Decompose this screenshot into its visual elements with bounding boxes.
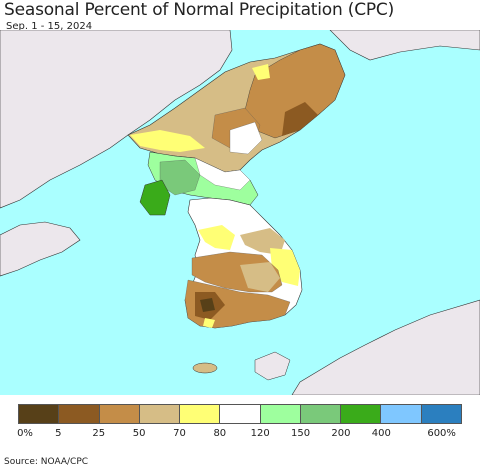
precipitation-map xyxy=(0,30,480,395)
legend-swatch xyxy=(99,405,140,423)
legend-tick-label: 200 xyxy=(331,428,351,439)
legend-tick-label: 600% xyxy=(427,428,456,439)
legend-swatch xyxy=(300,405,342,423)
color-legend xyxy=(18,404,462,424)
legend-swatch xyxy=(180,405,221,423)
legend-swatch xyxy=(381,405,422,423)
legend-tick-label: 50 xyxy=(132,428,146,439)
legend-tick-label: 80 xyxy=(213,428,227,439)
legend-swatch xyxy=(341,405,382,423)
legend-swatch xyxy=(220,405,261,423)
map-title: Seasonal Percent of Normal Precipitation… xyxy=(4,0,395,20)
japan-landmass xyxy=(291,299,480,395)
legend-tick-label: 25 xyxy=(92,428,106,439)
source-credit: Source: NOAA/CPC xyxy=(4,457,89,467)
legend-swatch xyxy=(421,405,461,423)
map-date-range: Sep. 1 - 15, 2024 xyxy=(6,21,93,32)
legend-tick-label: 150 xyxy=(290,428,311,439)
jeju-island xyxy=(192,362,218,374)
russia-landmass xyxy=(329,30,480,61)
legend-tick-label: 120 xyxy=(250,428,270,439)
legend-swatch xyxy=(59,405,100,423)
legend-tick-label: 0% xyxy=(17,428,33,439)
legend-swatch xyxy=(139,405,181,423)
legend-tick-label: 70 xyxy=(173,428,186,439)
china-shandong xyxy=(0,221,81,277)
legend-swatch xyxy=(19,405,60,423)
china-landmass xyxy=(0,30,233,209)
legend-swatch xyxy=(260,405,301,423)
legend-tick-label: 400 xyxy=(371,428,391,439)
legend-tick-label: 5 xyxy=(55,428,62,439)
